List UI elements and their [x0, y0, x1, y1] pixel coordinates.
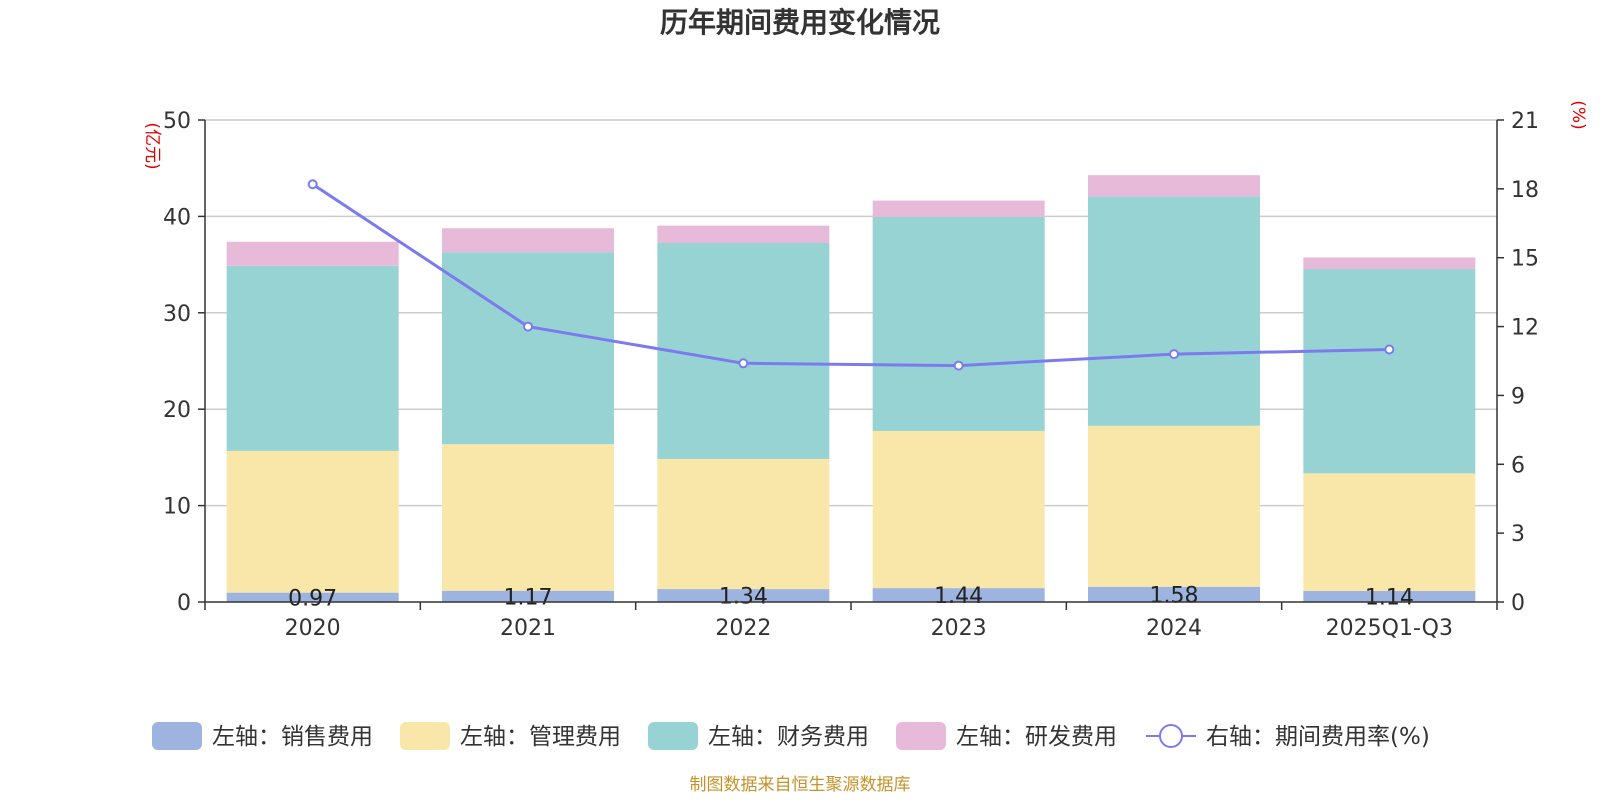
bar-segment-0 — [1088, 586, 1260, 602]
bar-segment-2 — [1303, 269, 1476, 474]
right-tick-label: 9 — [1511, 384, 1525, 409]
axes: 0 10 20 30 40 50 0 3 6 9 12 15 18 21 2020 2021 2022 2023 2… — [163, 109, 1539, 641]
rate-point — [953, 360, 964, 371]
bar-segment-0 — [442, 590, 614, 602]
right-tick-label: 6 — [1511, 453, 1525, 478]
bar-segment-2 — [226, 265, 399, 451]
x-tick-label: 2021 — [500, 616, 556, 641]
x-tick-label: 2024 — [1146, 616, 1202, 641]
bar-segment-0 — [872, 588, 1045, 602]
bar-segment-0 — [226, 592, 399, 602]
left-tick-label: 0 — [177, 591, 191, 616]
bar-segment-3 — [872, 200, 1045, 217]
legend[interactable]: 左轴：销售费用 左轴：管理费用 左轴：财务费用 左轴：研发费用 右轴：期间费用率(%) — [152, 722, 1430, 750]
right-tick-label: 12 — [1511, 316, 1539, 341]
bar-segment-0 — [1303, 591, 1476, 602]
legend-item-1[interactable]: 左轴：管理费用 — [400, 722, 621, 750]
bar-segment-3 — [442, 228, 614, 253]
rate-point — [1384, 344, 1395, 355]
legend-label: 左轴：研发费用 — [956, 724, 1117, 750]
bar-segment-3 — [226, 241, 399, 266]
bar-segment-1 — [1303, 473, 1476, 592]
legend-swatch — [896, 722, 946, 750]
bar-segment-1 — [657, 458, 830, 590]
bar-segment-1 — [226, 450, 399, 593]
left-axis-unit: (亿元) — [142, 122, 162, 169]
right-tick-label: 18 — [1511, 178, 1539, 203]
rate-line-path — [311, 183, 1390, 368]
rate-point — [1169, 349, 1179, 360]
bar-data-label: 0.97 — [288, 586, 337, 611]
legend-item-4[interactable]: 右轴：期间费用率(%) — [1146, 724, 1430, 750]
right-tick-label: 0 — [1511, 591, 1525, 616]
legend-label: 左轴：管理费用 — [460, 724, 621, 750]
bar-segment-1 — [442, 444, 614, 591]
rate-line — [307, 179, 1395, 371]
bar-segment-2 — [442, 252, 614, 445]
bar-segment-2 — [872, 216, 1045, 431]
x-tick-label: 2020 — [285, 616, 341, 641]
bar-data-label: 1.58 — [1150, 583, 1199, 608]
x-tick-label: 2022 — [715, 616, 771, 641]
bar-segment-2 — [1088, 196, 1260, 426]
left-tick-label: 10 — [163, 495, 191, 520]
legend-item-2[interactable]: 左轴：财务费用 — [648, 722, 869, 750]
left-tick-label: 30 — [163, 302, 191, 327]
legend-label: 左轴：销售费用 — [212, 724, 373, 750]
x-tick-label: 2023 — [931, 616, 987, 641]
legend-label: 左轴：财务费用 — [708, 724, 869, 750]
chart-title: 历年期间费用变化情况 — [660, 6, 940, 39]
bar-segment-3 — [657, 225, 830, 244]
legend-swatch — [648, 722, 698, 750]
legend-item-0[interactable]: 左轴：销售费用 — [152, 722, 373, 750]
bar-segment-1 — [1088, 425, 1260, 587]
grid-lines — [205, 119, 1497, 507]
rate-point — [738, 358, 749, 369]
bar-segment-0 — [657, 589, 830, 602]
bar-segment-3 — [1088, 175, 1260, 197]
bar-segment-1 — [872, 430, 1045, 589]
right-tick-label: 21 — [1511, 109, 1539, 134]
bar-segment-2 — [657, 243, 830, 459]
legend-item-3[interactable]: 左轴：研发费用 — [896, 722, 1117, 750]
source-note: 制图数据来自恒生聚源数据库 — [690, 775, 911, 795]
legend-label: 右轴：期间费用率(%) — [1206, 724, 1430, 750]
right-tick-label: 15 — [1511, 247, 1539, 272]
bar-data-label: 1.17 — [504, 585, 553, 610]
bar-data-label: 1.14 — [1365, 586, 1414, 611]
rate-point — [307, 179, 318, 190]
bar-labels: 0.97 1.17 1.34 1.44 1.58 1.14 — [288, 583, 1414, 611]
right-axis-unit: (%) — [1568, 100, 1588, 129]
legend-marker — [1159, 724, 1183, 748]
left-tick-label: 20 — [163, 398, 191, 423]
x-tick-label: 2025Q1-Q3 — [1326, 616, 1453, 641]
bars — [226, 175, 1476, 602]
rate-point — [523, 321, 533, 332]
legend-swatch — [152, 722, 202, 750]
bar-data-label: 1.44 — [934, 584, 983, 609]
bar-data-label: 1.34 — [719, 585, 768, 610]
left-tick-label: 50 — [163, 109, 191, 134]
bar-segment-3 — [1303, 257, 1476, 270]
right-tick-label: 3 — [1511, 522, 1525, 547]
left-tick-label: 40 — [163, 205, 191, 230]
legend-swatch — [400, 722, 450, 750]
